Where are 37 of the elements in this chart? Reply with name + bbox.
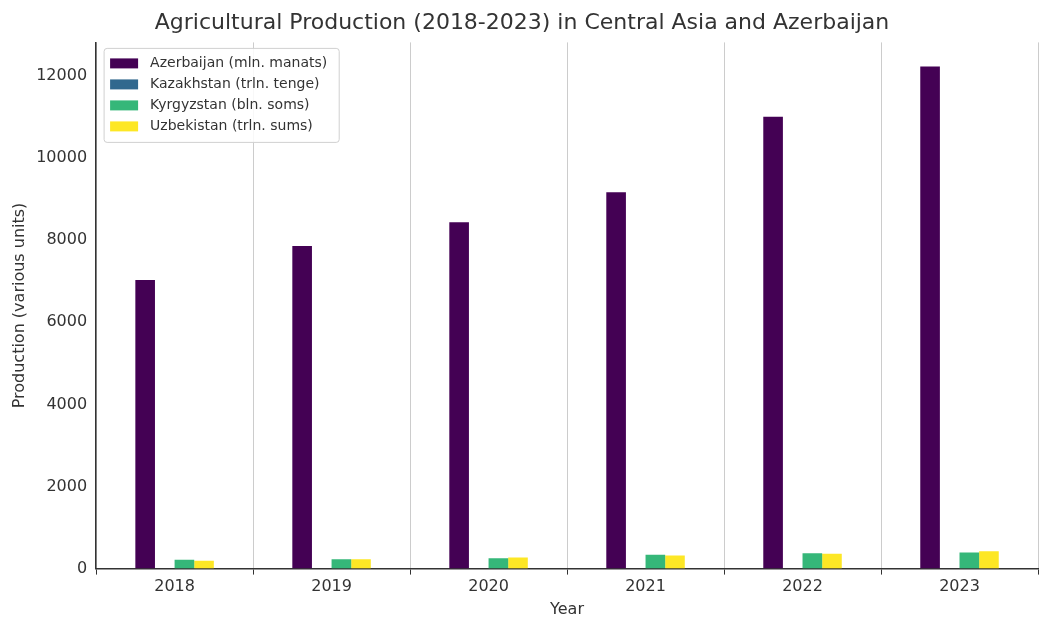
- x-axis-title: Year: [549, 598, 585, 618]
- bar: [351, 559, 371, 569]
- y-tick-label: 10000: [36, 147, 88, 167]
- bar: [645, 554, 666, 569]
- x-tick-label: 2018: [154, 576, 195, 596]
- y-tick-label: 4000: [46, 393, 88, 413]
- bar: [508, 557, 528, 569]
- bar: [194, 560, 214, 569]
- y-tick-label: 0: [76, 557, 88, 577]
- bar: [665, 555, 685, 569]
- bar: [606, 192, 626, 569]
- x-tick-label: 2019: [311, 576, 352, 596]
- bar: [920, 66, 940, 569]
- bar: [488, 558, 509, 569]
- bar: [979, 551, 999, 569]
- bar: [959, 552, 980, 569]
- legend-label: Uzbekistan (trln. sums): [150, 117, 313, 134]
- bar: [135, 280, 155, 569]
- x-tick-label: 2020: [468, 576, 509, 596]
- bar: [763, 116, 783, 569]
- bar: [802, 553, 823, 569]
- bar: [292, 245, 312, 569]
- bar: [331, 559, 352, 569]
- legend-label: Kyrgyzstan (bln. soms): [150, 96, 310, 113]
- y-tick-label: 6000: [46, 311, 88, 331]
- x-tick-label: 2022: [782, 576, 823, 596]
- bar: [449, 222, 469, 569]
- legend-label: Kazakhstan (trln. tenge): [150, 75, 320, 92]
- chart-title: Agricultural Production (2018-2023) in Central Asia and Azerbaijan: [154, 8, 890, 34]
- y-tick-label: 2000: [46, 475, 88, 495]
- x-tick-label: 2023: [939, 576, 980, 596]
- legend-label: Azerbaijan (mln. manats): [150, 54, 328, 71]
- y-tick-label: 12000: [36, 65, 88, 85]
- y-axis-title: Production (various units): [8, 202, 28, 409]
- y-tick-label: 8000: [46, 229, 88, 249]
- x-tick-label: 2021: [625, 576, 666, 596]
- bar: [822, 553, 842, 569]
